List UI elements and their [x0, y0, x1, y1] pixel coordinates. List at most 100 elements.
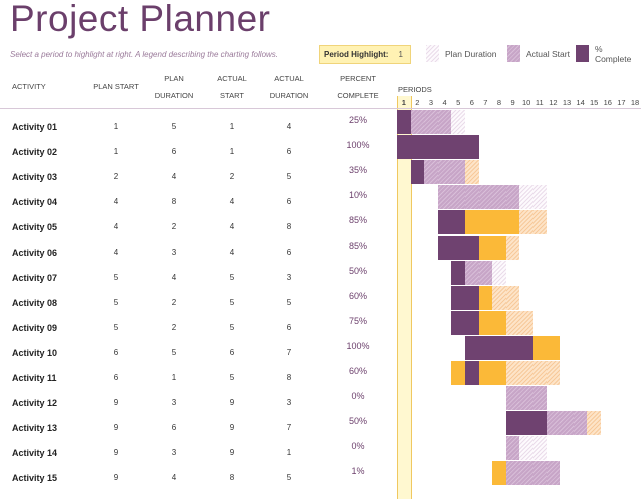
- gantt-cell-ohatch: [519, 361, 533, 385]
- percent-complete: 35%: [348, 165, 367, 176]
- gantt-cell-ohatch: [587, 411, 601, 436]
- gantt-cell-orange: [451, 361, 465, 385]
- plan-duration: 3: [171, 448, 177, 458]
- gantt-cell-dark: [519, 335, 533, 360]
- gantt-cell-orange: [478, 210, 493, 235]
- percent-complete: 10%: [348, 190, 367, 201]
- gantt-cell-dark: [451, 260, 465, 285]
- actual-duration: 6: [286, 247, 292, 257]
- activity-row: Activity 09 5 2 5 6 75%: [0, 310, 641, 336]
- gantt-cell-dark: [410, 135, 425, 160]
- gantt-cell-ohatch: [465, 160, 479, 185]
- activity-row: Activity 04 4 8 4 6 10%: [0, 185, 641, 210]
- gantt-cell-dark: [410, 160, 425, 185]
- gantt-cell-dark: [465, 335, 479, 360]
- highlighted-period-column: [397, 96, 412, 499]
- activity-row: Activity 05 4 2 4 8 85%: [0, 210, 641, 235]
- period-number: 3: [428, 98, 434, 107]
- percent-complete: 100%: [346, 140, 370, 151]
- gantt-cell-orange: [533, 335, 547, 360]
- actual-duration: 5: [286, 172, 292, 182]
- plan-start: 9: [113, 398, 119, 408]
- gantt-cell-hatch: [465, 185, 479, 210]
- legend-percent-complete: % Complete: [576, 44, 641, 64]
- plan-duration: 6: [171, 423, 177, 433]
- actual-duration: 3: [286, 272, 292, 282]
- actual-start: 2: [229, 172, 235, 182]
- plan-start: 9: [113, 473, 119, 483]
- percent-complete: 0%: [351, 441, 365, 452]
- plan-start: 6: [113, 347, 119, 357]
- gantt-cell-ohatch: [533, 361, 547, 385]
- actual-start: 9: [229, 448, 235, 458]
- header-periods: PERIODS: [398, 85, 432, 94]
- gantt-cell-hatch: [533, 386, 547, 411]
- actual-start: 5: [229, 272, 235, 282]
- plan-duration: 3: [171, 398, 177, 408]
- gantt-cell-dark: [424, 135, 438, 160]
- activity-name: Activity 07: [12, 272, 58, 283]
- gantt-cell-orange: [492, 461, 506, 486]
- plan-duration: 5: [171, 122, 177, 131]
- activity-row: Activity 15 9 4 8 5 1%: [0, 461, 641, 486]
- plan-duration: 5: [171, 347, 177, 357]
- gantt-cell-dark: [451, 310, 465, 335]
- actual-duration: 1: [286, 448, 292, 458]
- actual-start: 9: [229, 398, 235, 408]
- activity-name: Activity 11: [12, 373, 57, 383]
- period-number: 14: [576, 98, 585, 107]
- actual-start: 1: [229, 122, 235, 131]
- percent-complete: 85%: [348, 215, 367, 226]
- gantt-cell-hatch: [505, 436, 520, 461]
- page-title: Project Planner: [10, 0, 271, 39]
- period-highlight-field[interactable]: Period Highlight: 1: [319, 45, 411, 64]
- actual-duration: 4: [286, 122, 292, 131]
- gantt-cell-ohatch: [546, 361, 561, 385]
- plan-duration: 2: [171, 297, 177, 307]
- gantt-cell-dark: [437, 210, 452, 235]
- gantt-cell-ohatch: [505, 235, 520, 260]
- activity-row: Activity 02 1 6 1 6 100%: [0, 135, 641, 160]
- actual-start: 6: [229, 347, 235, 357]
- period-number: 7: [483, 98, 488, 107]
- actual-duration: 5: [286, 473, 292, 483]
- activity-name: Activity 04: [12, 197, 58, 208]
- header-activity: ACTIVITY: [12, 82, 46, 91]
- period-number: 10: [522, 98, 531, 107]
- plan-duration: 6: [171, 147, 177, 157]
- period-number: 1: [401, 98, 406, 107]
- gantt-cell-dark: [465, 235, 479, 260]
- gantt-cell-light: [519, 185, 533, 210]
- gantt-cell-dark: [465, 310, 479, 335]
- activity-row: Activity 06 4 3 4 6 85%: [0, 235, 641, 261]
- period-number: 17: [617, 98, 626, 107]
- percent-complete-swatch: [576, 45, 589, 62]
- gantt-cell-orange: [492, 361, 506, 385]
- gantt-cell-orange: [478, 285, 493, 310]
- period-highlight-value[interactable]: 1: [398, 50, 403, 59]
- gantt-cell-orange: [492, 310, 506, 335]
- actual-start: 4: [229, 197, 235, 207]
- gantt-cell-hatch: [492, 185, 506, 210]
- gantt-cell-dark: [505, 335, 520, 360]
- actual-duration: 6: [286, 147, 292, 157]
- activity-name: Activity 15: [12, 473, 58, 484]
- actual-duration: 5: [286, 297, 292, 307]
- gantt-cell-orange: [492, 210, 506, 235]
- gantt-cell-hatch: [451, 185, 465, 210]
- gantt-cell-hatch: [424, 110, 438, 134]
- legend-label: Actual Start: [526, 48, 570, 59]
- plan-start: 9: [113, 448, 119, 458]
- plan-duration: 4: [171, 473, 177, 483]
- actual-start: 5: [229, 322, 235, 332]
- gantt-cell-hatch: [410, 110, 425, 134]
- gantt-cell-dark: [465, 285, 479, 310]
- activity-row: Activity 03 2 4 2 5 35%: [0, 160, 641, 185]
- gantt-cell-dark: [451, 210, 465, 235]
- percent-complete: 100%: [346, 340, 370, 351]
- gantt-cell-ohatch: [533, 210, 547, 235]
- actual-duration: 6: [286, 322, 292, 332]
- plan-start: 5: [113, 297, 119, 307]
- gantt-cell-dark: [478, 335, 493, 360]
- gantt-cell-ohatch: [505, 361, 520, 385]
